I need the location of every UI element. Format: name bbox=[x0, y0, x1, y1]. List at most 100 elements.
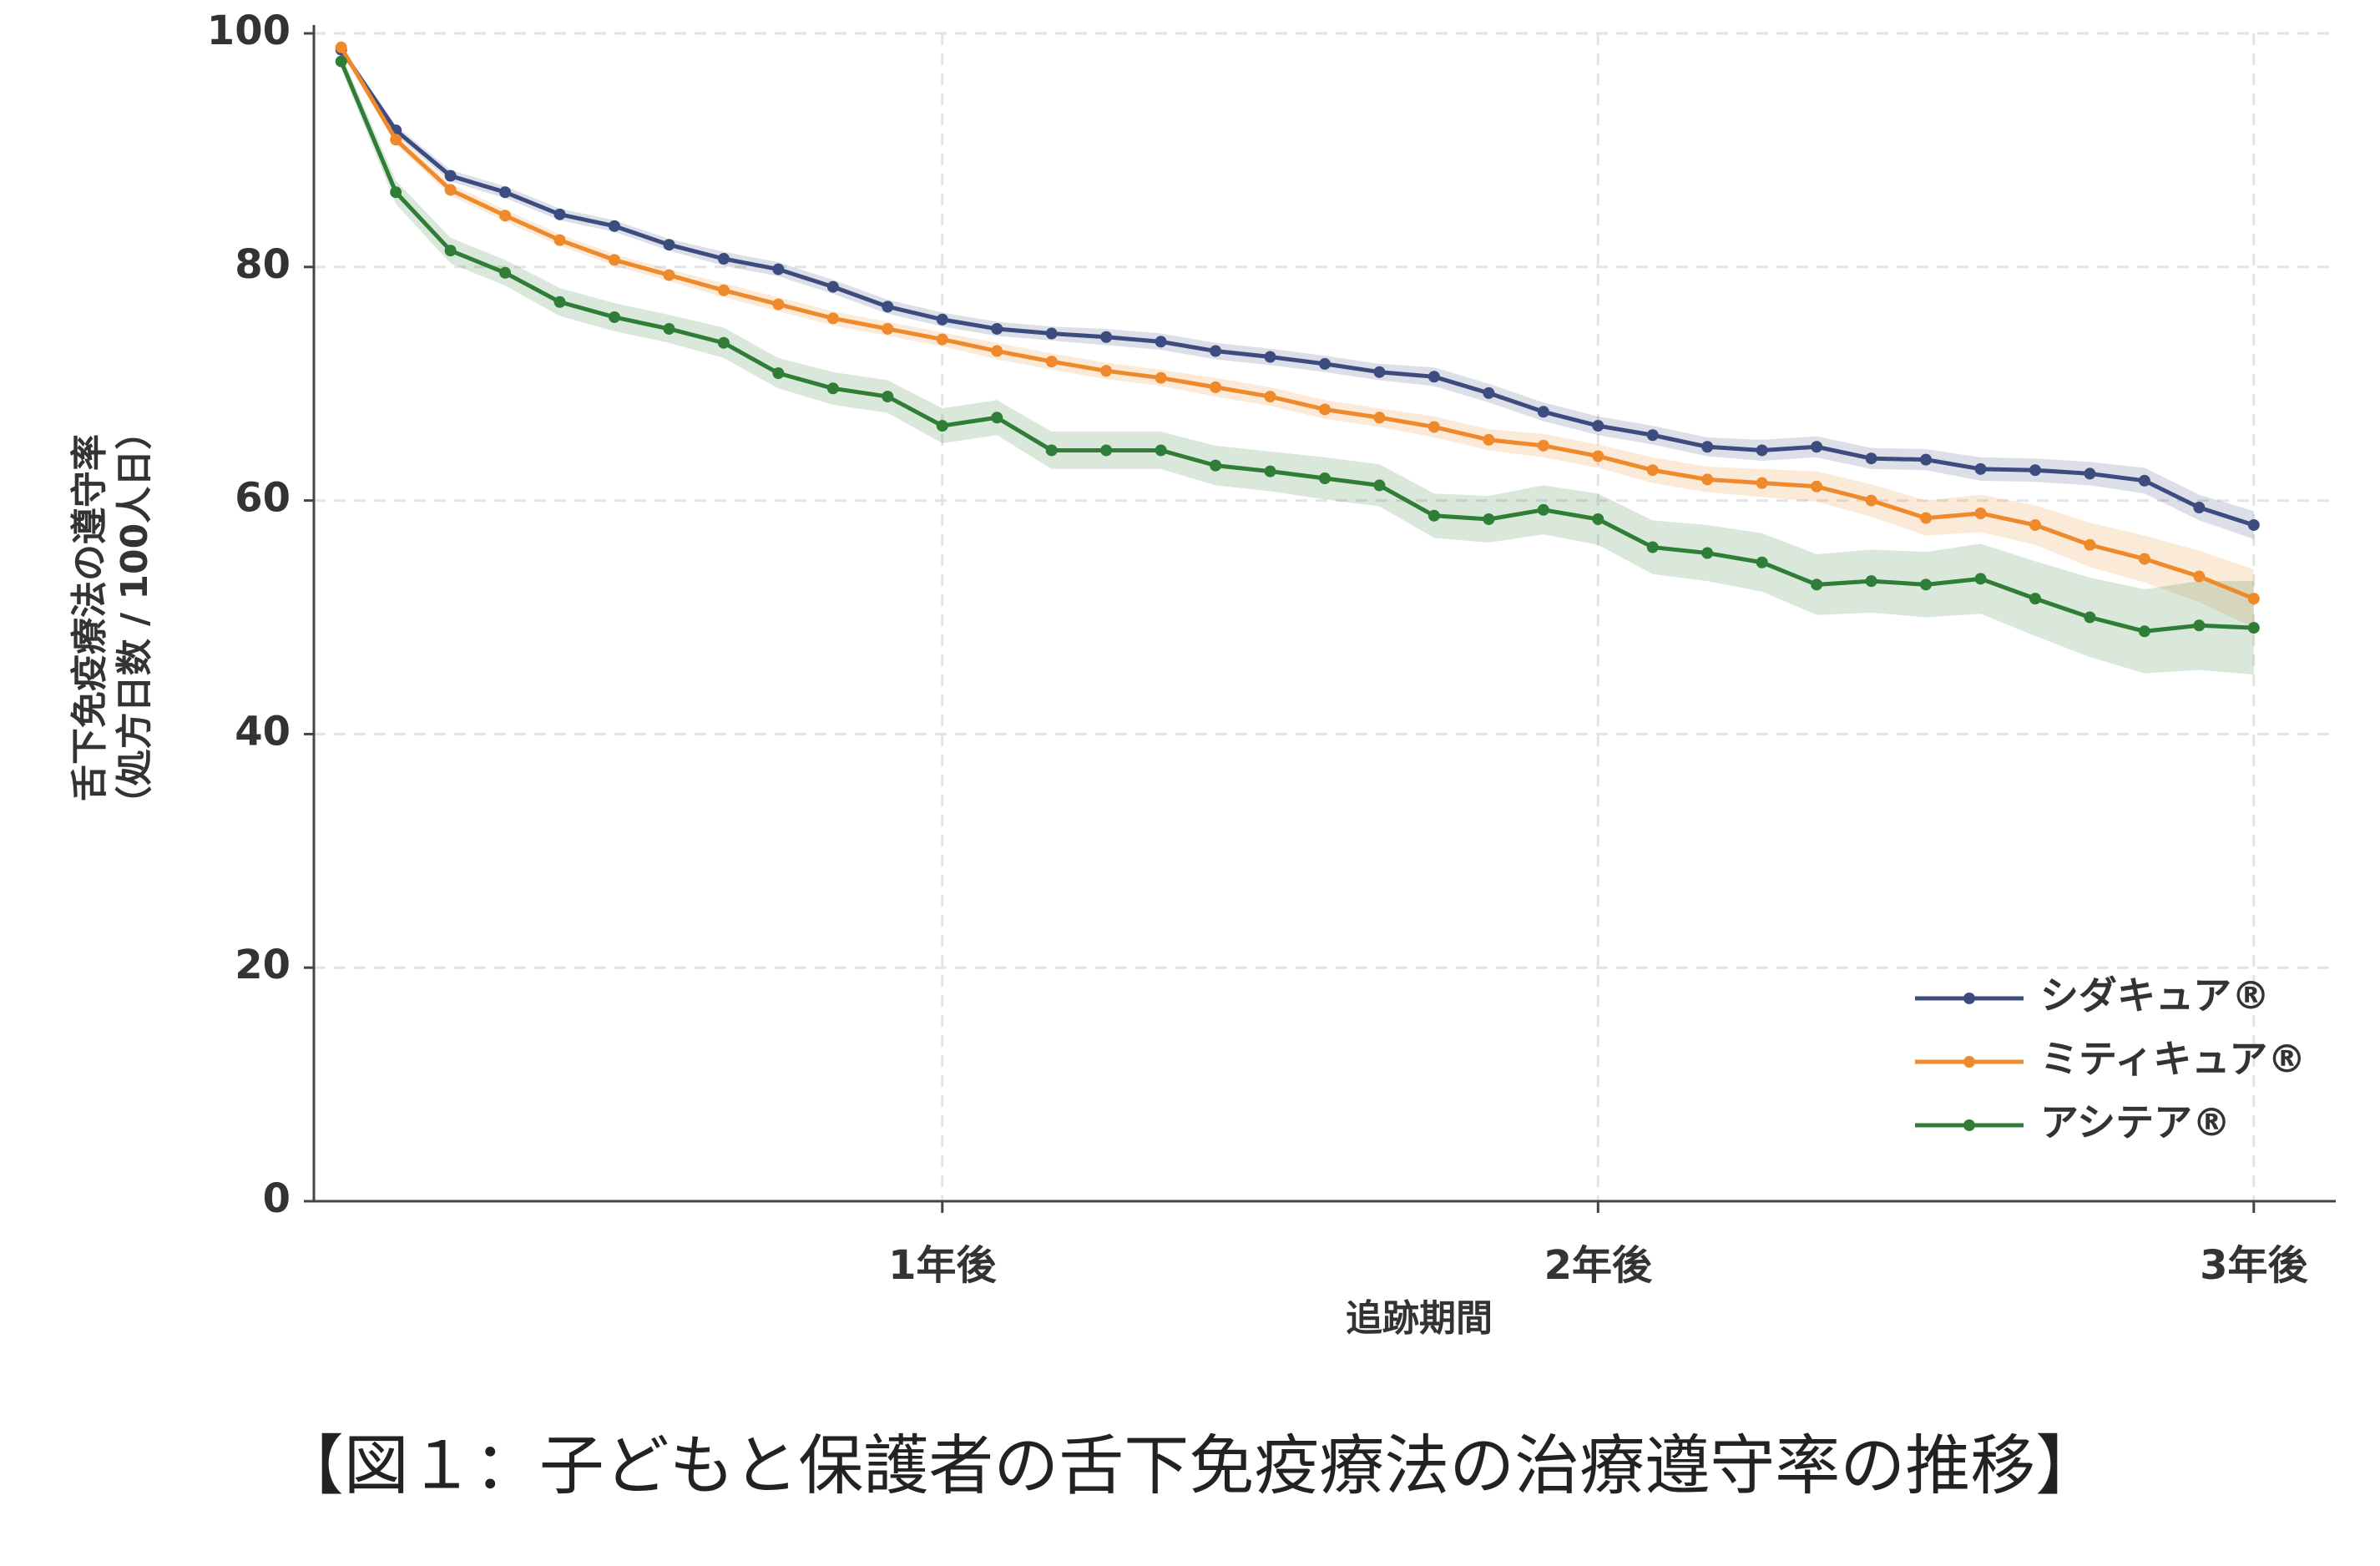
x-tick-label: 3年後 bbox=[2200, 1242, 2308, 1289]
data-point bbox=[1701, 547, 1714, 559]
data-point bbox=[2138, 474, 2150, 487]
data-point bbox=[1483, 386, 1495, 399]
data-point bbox=[1865, 494, 1877, 507]
data-point bbox=[717, 253, 730, 265]
data-point bbox=[1756, 556, 1768, 568]
data-point bbox=[1045, 444, 1058, 457]
data-point bbox=[1537, 406, 1549, 418]
data-point bbox=[882, 322, 894, 335]
data-point bbox=[882, 391, 894, 403]
data-point bbox=[1974, 462, 1987, 475]
data-point bbox=[2029, 518, 2041, 531]
data-point bbox=[2247, 622, 2260, 634]
data-point bbox=[1373, 366, 1386, 378]
data-point bbox=[1701, 473, 1714, 486]
y-tick-label: 40 bbox=[235, 708, 291, 755]
x-axis-title: 追跡期間 bbox=[1346, 1297, 1493, 1340]
data-point bbox=[1319, 403, 1331, 416]
data-point bbox=[1373, 479, 1386, 492]
y-tick-label: 80 bbox=[235, 241, 291, 288]
y-axis-title-line: （処方日数 / 100人日） bbox=[114, 413, 156, 823]
data-point bbox=[2084, 467, 2096, 480]
data-point bbox=[1592, 513, 1604, 525]
data-point bbox=[2193, 501, 2206, 513]
y-axis-title-line: 舌下免疫療法の遵守率 bbox=[68, 434, 111, 801]
data-point bbox=[553, 296, 566, 308]
legend-label: アシテア® bbox=[2040, 1100, 2231, 1145]
caption: 【図１：子どもと保護者の舌下免疫療法の治療遵守率の推移】 bbox=[279, 1429, 2100, 1504]
data-point bbox=[1701, 441, 1714, 453]
data-point bbox=[2247, 518, 2260, 531]
confidence-band bbox=[341, 54, 2254, 675]
data-point bbox=[1155, 336, 1167, 348]
data-point bbox=[1537, 439, 1549, 452]
data-point bbox=[335, 41, 347, 53]
data-point bbox=[2193, 570, 2206, 583]
y-tick-label: 100 bbox=[207, 8, 291, 54]
data-point bbox=[1483, 433, 1495, 446]
data-point bbox=[1865, 575, 1877, 588]
data-point bbox=[991, 412, 1003, 424]
data-point bbox=[772, 367, 785, 380]
legend-label: ミティキュア® bbox=[2040, 1037, 2306, 1082]
data-point bbox=[1045, 327, 1058, 340]
series-line bbox=[339, 60, 2254, 634]
legend-marker bbox=[1963, 993, 1975, 1004]
series-line bbox=[339, 46, 2255, 601]
data-point bbox=[772, 298, 785, 311]
data-point bbox=[553, 234, 566, 246]
data-point bbox=[663, 269, 675, 281]
data-point bbox=[1264, 465, 1276, 477]
data-point bbox=[1811, 578, 1823, 591]
data-point bbox=[826, 312, 839, 325]
data-point bbox=[1210, 381, 1222, 393]
data-point bbox=[826, 280, 839, 293]
y-tick-label: 20 bbox=[235, 942, 291, 988]
data-point bbox=[1974, 573, 1987, 585]
data-point bbox=[1756, 444, 1768, 457]
data-point bbox=[1592, 450, 1604, 462]
data-point bbox=[717, 336, 730, 349]
data-point bbox=[499, 210, 512, 222]
data-point bbox=[499, 266, 512, 279]
data-point bbox=[1592, 420, 1604, 432]
data-point bbox=[2138, 553, 2150, 565]
confidence-band bbox=[341, 43, 2254, 629]
data-point bbox=[1319, 357, 1331, 370]
data-point bbox=[1045, 356, 1058, 368]
data-point bbox=[2029, 593, 2041, 605]
data-point bbox=[1264, 351, 1276, 363]
data-point bbox=[2084, 611, 2096, 624]
y-tick-label: 0 bbox=[263, 1175, 291, 1222]
legend-label: シダキュア® bbox=[2040, 973, 2270, 1018]
data-point bbox=[1264, 391, 1276, 403]
data-point bbox=[1373, 412, 1386, 424]
data-point bbox=[2138, 625, 2150, 638]
data-point bbox=[1427, 421, 1440, 433]
data-point bbox=[1920, 512, 1933, 524]
data-point bbox=[609, 220, 621, 232]
series-line bbox=[339, 48, 2255, 528]
data-point bbox=[882, 301, 894, 313]
x-tick-label: 1年後 bbox=[888, 1242, 997, 1289]
data-point bbox=[444, 169, 457, 182]
data-point bbox=[2193, 619, 2206, 632]
x-tick-label: 2年後 bbox=[1544, 1242, 1653, 1289]
data-point bbox=[936, 313, 948, 326]
data-point bbox=[991, 322, 1003, 335]
data-point bbox=[1920, 578, 1933, 591]
data-point bbox=[2247, 593, 2260, 605]
data-point bbox=[2084, 538, 2096, 551]
data-point bbox=[1427, 371, 1440, 383]
data-point bbox=[335, 55, 347, 68]
data-point bbox=[1210, 345, 1222, 357]
data-point bbox=[772, 263, 785, 275]
data-point bbox=[1646, 429, 1659, 442]
data-point bbox=[1100, 365, 1113, 377]
data-point bbox=[609, 254, 621, 266]
data-point bbox=[1100, 331, 1113, 343]
legend-marker bbox=[1963, 1056, 1975, 1068]
data-point bbox=[1646, 464, 1659, 477]
data-point bbox=[1920, 453, 1933, 466]
y-axis-title: 舌下免疫療法の遵守率 （処方日数 / 100人日） bbox=[68, 413, 156, 823]
